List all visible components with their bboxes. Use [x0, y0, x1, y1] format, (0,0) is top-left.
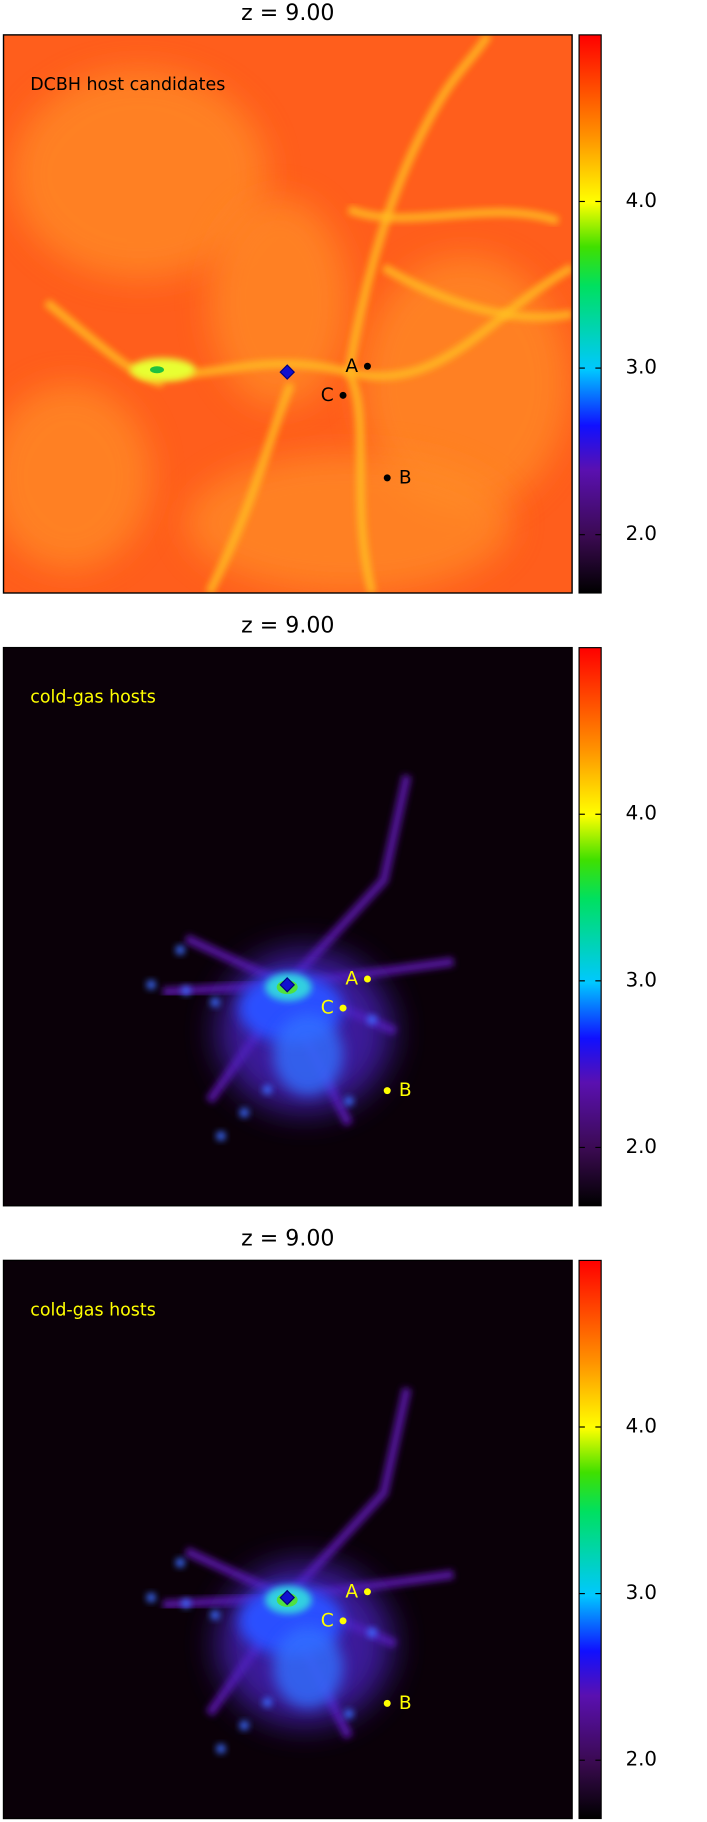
- colorbar-tick-label: 4.0: [626, 802, 657, 825]
- cold-filament: [283, 774, 412, 988]
- host-marker: [339, 391, 347, 399]
- colorbar-tick-label: 2.0: [626, 1748, 657, 1771]
- annotation: cold-gas hosts: [30, 1300, 156, 1320]
- map-background: [3, 647, 573, 1206]
- colorbar-tick-label: 2.0: [626, 522, 657, 545]
- colorbar-tick-label: 3.0: [626, 1581, 657, 1604]
- host-marker: [383, 1087, 391, 1095]
- cold-clump: [210, 1610, 220, 1620]
- map-background: [3, 1260, 573, 1819]
- panel-title: z = 9.00: [241, 0, 334, 26]
- annotation: cold-gas hosts: [30, 688, 156, 708]
- cold-clump: [216, 1131, 226, 1141]
- warm-region: [11, 69, 268, 280]
- colorbar: [578, 1259, 602, 1820]
- host-label: A: [345, 1581, 358, 1602]
- temperature-map: [3, 34, 573, 593]
- host-marker: [383, 1699, 391, 1707]
- host-label: C: [321, 385, 334, 406]
- cold-clump: [210, 997, 220, 1007]
- central-halo: [279, 977, 296, 993]
- temperature-map: [3, 647, 573, 1206]
- cold-clump: [175, 945, 185, 955]
- host-marker: [339, 1617, 347, 1625]
- warm-region: [209, 197, 349, 407]
- cold-clump: [344, 1709, 354, 1719]
- map-frame: [2, 646, 573, 1207]
- filament: [344, 34, 492, 373]
- host-label: B: [399, 1693, 412, 1714]
- colorbar-tick-label: 3.0: [626, 968, 657, 991]
- host-marker: [363, 362, 371, 370]
- cold-clump: [367, 1627, 377, 1638]
- cold-clump: [239, 1720, 249, 1731]
- filament: [345, 370, 377, 593]
- host-label: B: [399, 467, 412, 488]
- cold-core: [273, 1013, 344, 1096]
- cold-clump: [367, 1015, 377, 1025]
- map-frame: [2, 1259, 573, 1820]
- host-label: A: [345, 969, 358, 990]
- warm-region: [186, 453, 512, 593]
- cold-core: [273, 1626, 344, 1709]
- cold-clump: [181, 985, 191, 996]
- filament: [347, 205, 560, 225]
- central-halo: [279, 364, 296, 380]
- cold-clump: [146, 980, 156, 990]
- colorbar-tick-label: 3.0: [626, 356, 657, 379]
- colorbar: [578, 647, 602, 1207]
- cold-filament: [283, 1387, 412, 1601]
- cold-clump: [181, 1598, 191, 1609]
- host-marker: [363, 975, 371, 983]
- map-frame: [2, 34, 573, 594]
- panel: z = 9.00 DCBH host candidates A B C 2.0 3.0 4.0…: [2, 0, 657, 594]
- colorbar: [578, 34, 602, 594]
- host-label: C: [321, 1610, 334, 1631]
- colorbar-tick-label: 4.0: [626, 1415, 657, 1438]
- central-halo: [279, 1589, 296, 1606]
- host-marker: [383, 474, 391, 482]
- panel-title: z = 9.00: [241, 613, 334, 639]
- host-marker: [363, 1588, 371, 1596]
- cool-knot: [150, 366, 164, 374]
- cold-clump: [344, 1096, 354, 1106]
- cold-clump: [175, 1558, 185, 1568]
- warm-region: [3, 383, 152, 570]
- annotation: DCBH host candidates: [30, 75, 225, 95]
- cold-clump: [216, 1744, 226, 1754]
- host-label: C: [321, 998, 334, 1019]
- filament: [205, 382, 295, 593]
- colorbar-tick-label: 2.0: [626, 1135, 657, 1158]
- cold-clump: [146, 1592, 156, 1603]
- panel-title: z = 9.00: [241, 1225, 334, 1251]
- cold-clump: [262, 1084, 273, 1095]
- cold-clump: [239, 1108, 249, 1118]
- host-label: A: [345, 356, 358, 377]
- cold-clump: [262, 1697, 273, 1707]
- colorbar-tick-label: 4.0: [626, 189, 657, 212]
- temperature-map: [3, 1260, 573, 1819]
- filament: [381, 263, 573, 321]
- host-marker: [339, 1004, 347, 1012]
- host-label: B: [399, 1080, 412, 1101]
